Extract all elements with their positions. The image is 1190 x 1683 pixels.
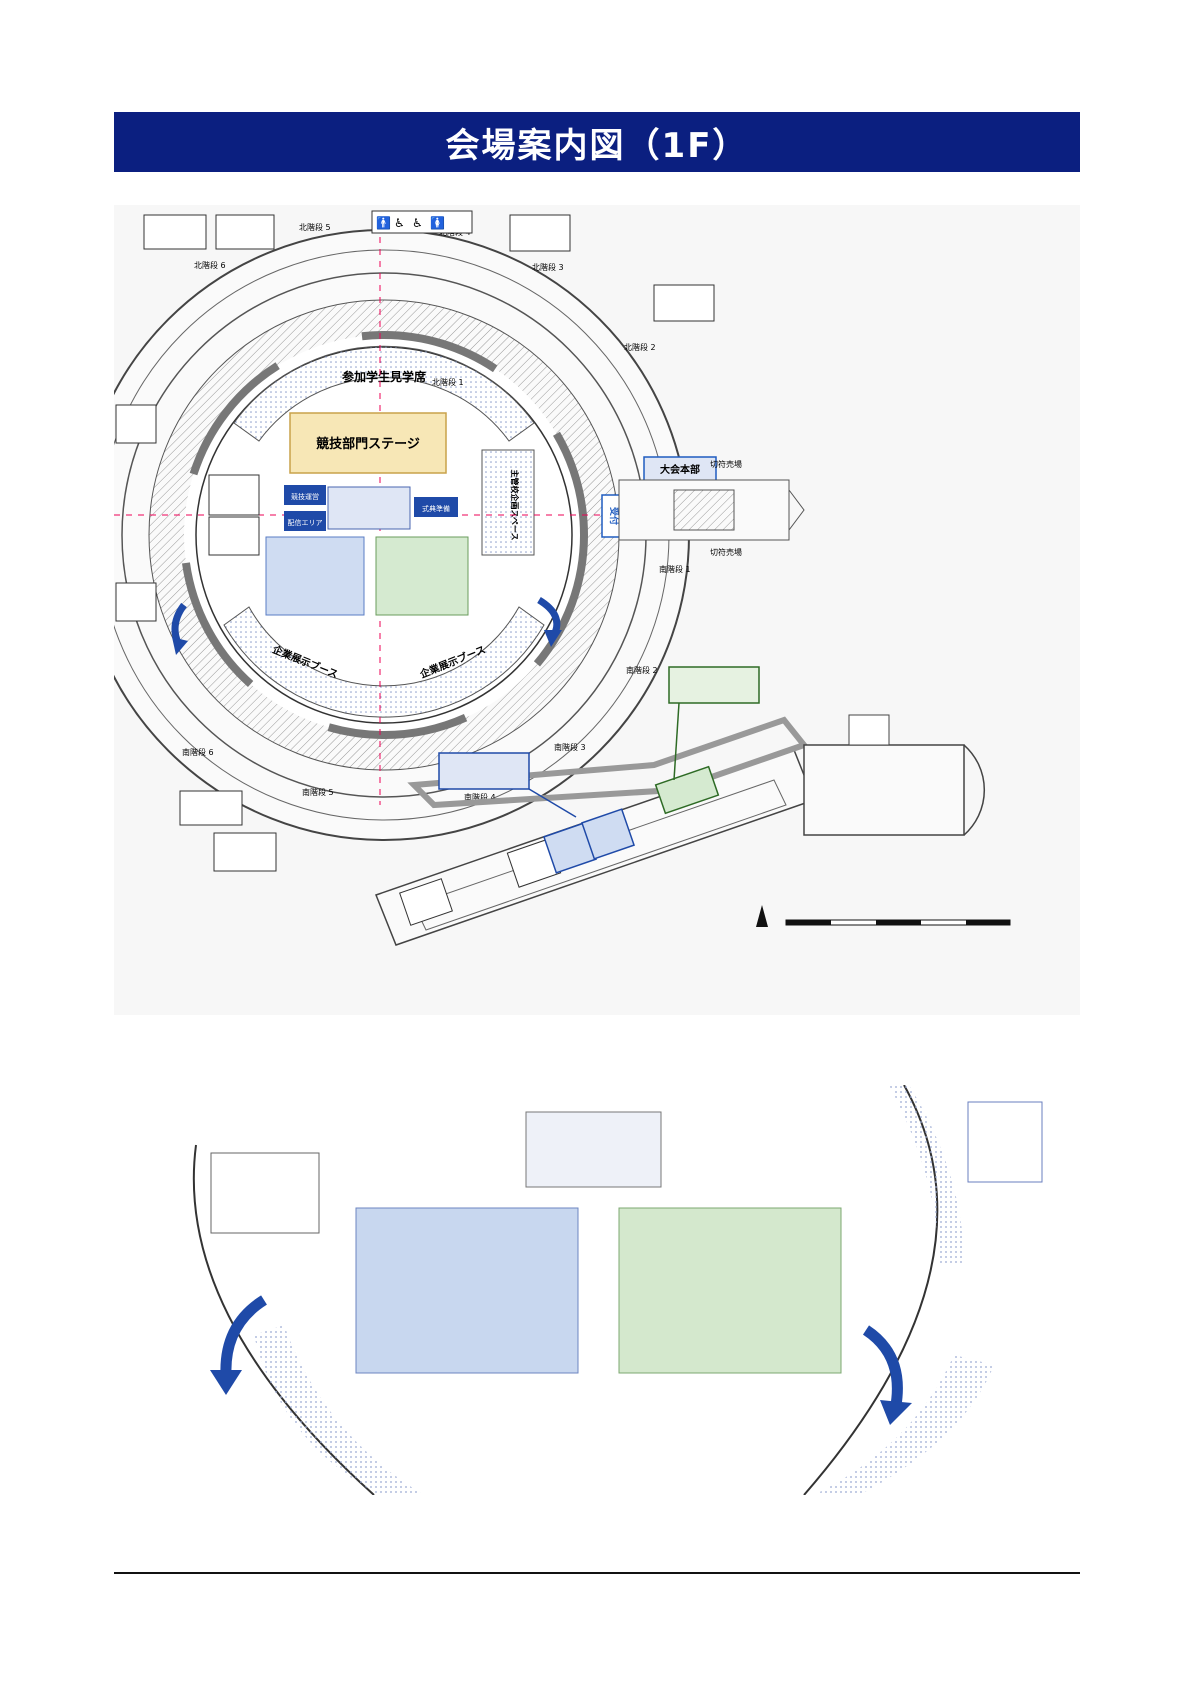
plan-carry-in (210, 1152, 320, 1234)
broadcast-label: 配信エリア (288, 518, 323, 527)
taikai-honbu (643, 456, 717, 482)
stairs-n1: 北階段 1 (432, 377, 464, 387)
south-team-room (213, 832, 277, 872)
spectator-band (233, 345, 535, 442)
plan-jiyu-area (618, 1207, 842, 1374)
kadai-demo-area (265, 536, 365, 616)
footer-rule (114, 1572, 1080, 1574)
kyogi-stage-label: 競技部門ステージ (316, 436, 420, 452)
svg-text:🚹: 🚹 (376, 216, 391, 230)
kadai-presen-callout (438, 752, 530, 790)
flow-arrow-right-head (544, 630, 562, 647)
north-arrow (756, 905, 768, 927)
north-staff-room (215, 214, 275, 250)
svg-text:♿: ♿ (412, 216, 423, 230)
toilet-icons-north: 🚹 ♿ ♿ 🚺 (371, 210, 473, 234)
workroom (654, 765, 720, 815)
kyogi-stage (289, 412, 447, 474)
host-space-label: 主管校企画スペース (510, 469, 520, 540)
stairs-s3: 南階段 3 (554, 742, 586, 752)
elevator-box (653, 284, 715, 322)
plan-arrow-right-head (880, 1400, 912, 1425)
host-space (481, 449, 535, 556)
plan-arrow-left-head (210, 1370, 242, 1395)
svg-text:🚺: 🚺 (430, 216, 445, 230)
south-kyogi-room (115, 582, 157, 622)
kippu2-label: 切符売場 (710, 547, 742, 557)
broadcast-area (284, 511, 326, 531)
soto-slope-box (509, 214, 571, 252)
stairs-n5: 北階段 5 (299, 222, 331, 232)
spectator-label: 参加学生見学席 (342, 369, 426, 384)
plan-arrow-right (862, 1325, 903, 1406)
main-stage (327, 486, 411, 530)
plan-main-stage (525, 1111, 662, 1188)
room-101 (399, 878, 453, 926)
ceremony-area (414, 497, 458, 517)
scale-bar (785, 919, 1011, 926)
company-band (223, 606, 545, 718)
reception-label: 受付 (608, 507, 620, 525)
ceremony-label: 式典準備 (422, 504, 450, 513)
stairs-n2: 北階段 2 (624, 342, 656, 352)
stairs-s2: 南階段 2 (626, 665, 658, 675)
jiyu-demo-area (375, 536, 469, 616)
stairs-s4: 南階段 4 (464, 792, 496, 802)
host-space-band (889, 1085, 964, 1265)
stairs-n6: 北階段 6 (194, 260, 226, 270)
plan-arrow-left (220, 1295, 268, 1376)
page-title: 会場案内図（1F） (114, 112, 1080, 172)
east-entrance-wing (618, 479, 805, 541)
flow-arrow-left-head (172, 637, 188, 655)
stairs-n3: 北階段 3 (532, 262, 564, 272)
room-104 (581, 808, 635, 860)
stairs-s1: 南階段 1 (659, 564, 691, 574)
stairs-s6: 南階段 6 (182, 747, 214, 757)
taikai-honbu-label: 大会本部 (660, 463, 700, 476)
referee-area (284, 485, 326, 505)
left-company-band (254, 1325, 424, 1495)
north-kyudo-room (143, 214, 207, 250)
host-student-room (208, 474, 260, 516)
referee-label: 競技運営 (291, 492, 319, 501)
right-company-band (814, 1355, 994, 1495)
plan-kadai-area (355, 1207, 579, 1374)
admin-building (803, 714, 986, 836)
venue-map: 参加学生見学席 企業展示ブース 企業展示ブース 主管校企画スペース 競技部門ステ… (114, 205, 1080, 1015)
jiyu-presen-callout (668, 666, 760, 704)
south-kyudo-room (179, 790, 243, 826)
svg-text:♿: ♿ (394, 216, 405, 230)
north-kyogi-room (115, 404, 157, 444)
plan-reception (967, 1101, 1043, 1183)
stairs-s5: 南階段 5 (302, 787, 334, 797)
carry-in-area (208, 516, 260, 556)
presentation-floor-plan (114, 1085, 1080, 1495)
kippu-label: 切符売場 (710, 459, 742, 469)
